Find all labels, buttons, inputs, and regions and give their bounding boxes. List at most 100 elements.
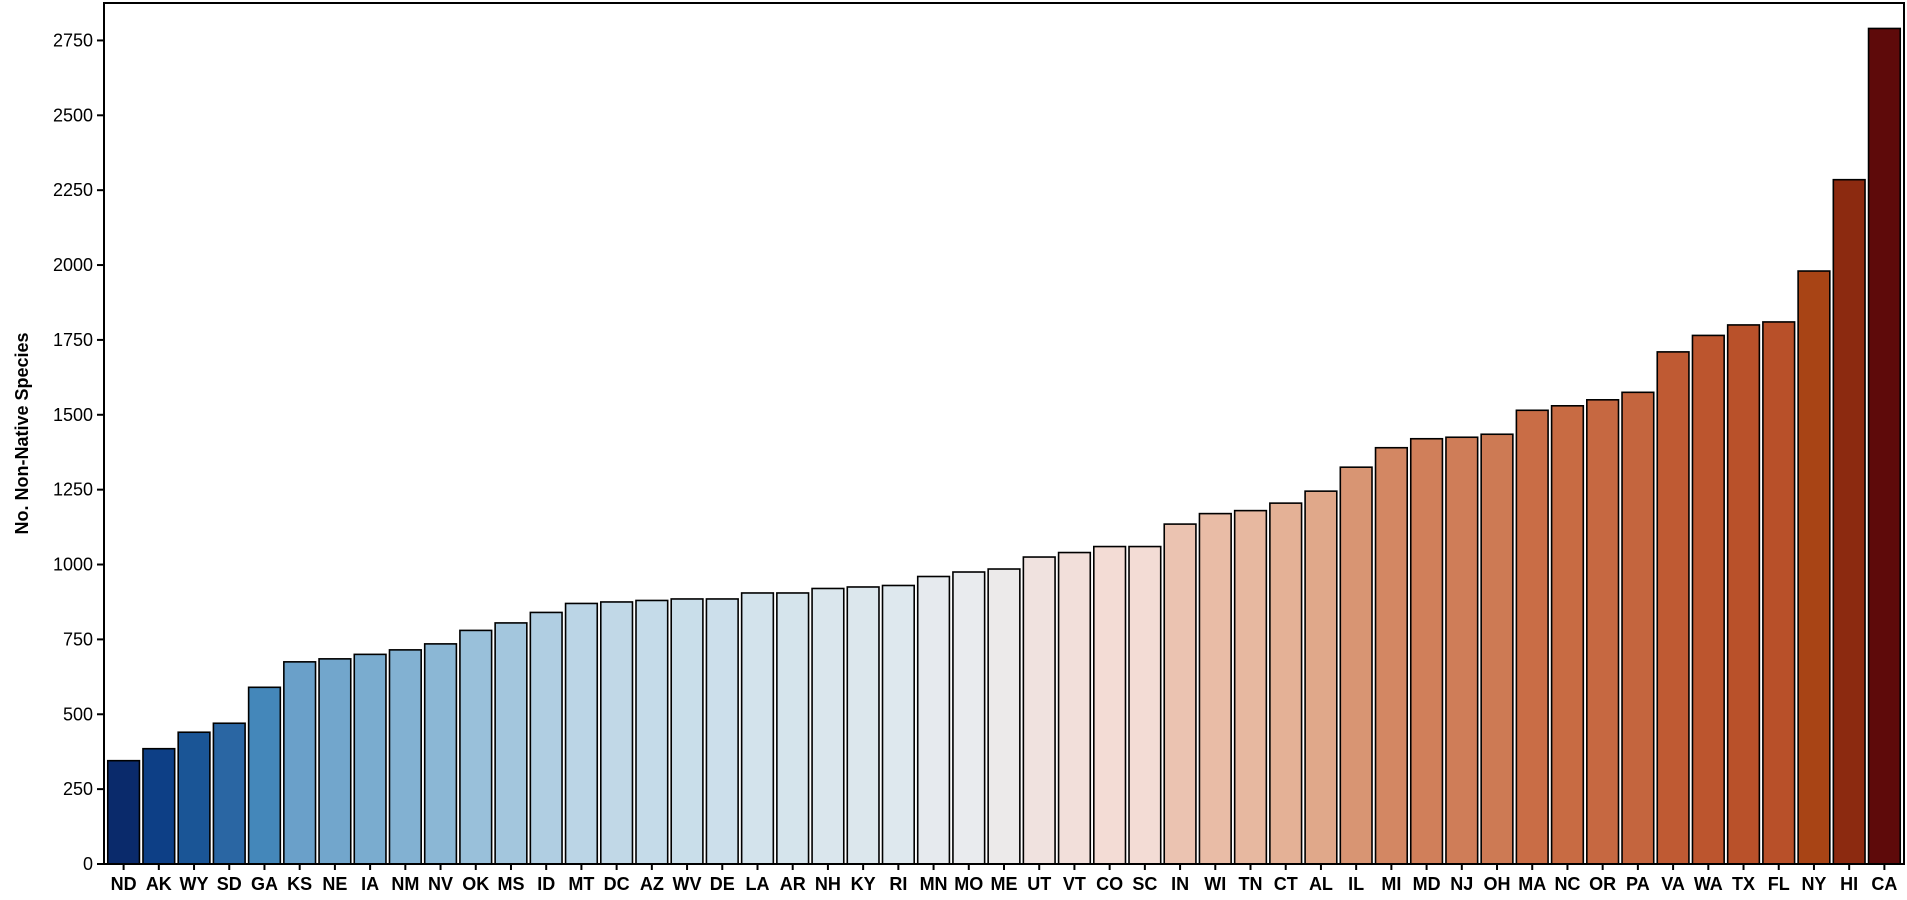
bar-az (635, 599, 669, 865)
x-tick-label: OH (1484, 874, 1511, 894)
bar-in (1163, 523, 1197, 865)
bar-ks (283, 661, 317, 865)
bar-wy (177, 731, 211, 865)
bar-me (987, 568, 1021, 865)
x-tick-label: TN (1239, 874, 1263, 894)
x-tick-label: NV (428, 874, 453, 894)
x-tick-label: CA (1871, 874, 1897, 894)
bar-de (705, 598, 739, 865)
bar-ri (881, 584, 915, 865)
bar-dc (599, 601, 634, 865)
bar-al (1304, 490, 1338, 865)
x-tick-label: CO (1096, 874, 1123, 894)
x-tick-label: HI (1840, 874, 1858, 894)
x-tick-label: NH (815, 874, 841, 894)
bar-nj (1445, 436, 1479, 865)
x-tick-label: CT (1274, 874, 1298, 894)
x-tick-label: AK (146, 874, 172, 894)
bar-fl (1762, 321, 1796, 865)
bar-tn (1233, 509, 1268, 865)
bar-co (1093, 545, 1127, 865)
bar-ak (142, 747, 176, 865)
x-tick-label: LA (745, 874, 769, 894)
x-tick-label: KY (851, 874, 876, 894)
bar-mo (952, 571, 986, 865)
bar-mn (916, 575, 951, 865)
bar-ne (318, 658, 352, 865)
y-tick-label: 750 (63, 629, 93, 649)
bar-vt (1057, 551, 1092, 865)
x-tick-label: VA (1661, 874, 1685, 894)
x-tick-label: KS (287, 874, 312, 894)
bar-tx (1726, 324, 1761, 865)
x-tick-label: NC (1554, 874, 1580, 894)
y-tick-label: 1000 (53, 555, 93, 575)
x-tick-label: MI (1381, 874, 1401, 894)
x-tick-label: VT (1063, 874, 1086, 894)
x-tick-label: MT (568, 874, 594, 894)
y-tick-label: 1250 (53, 480, 93, 500)
bar-ut (1022, 556, 1056, 865)
bar-id (529, 611, 563, 865)
x-tick-label: MS (497, 874, 524, 894)
bar-ga (247, 686, 282, 865)
x-tick-label: ND (111, 874, 137, 894)
x-tick-label: WY (180, 874, 209, 894)
y-axis-title: No. Non-Native Species (12, 332, 32, 534)
bar-or (1586, 399, 1620, 865)
x-tick-label: GA (251, 874, 278, 894)
bar-ca (1867, 27, 1902, 865)
x-axis: ND AK WY SD GA KS NE IA NM NV OK MS ID MT DC AZ WV DE LA AR… (111, 864, 1897, 894)
bar-wi (1198, 512, 1232, 865)
bar-mt (564, 602, 599, 865)
x-tick-label: DC (604, 874, 630, 894)
y-tick-label: 500 (63, 704, 93, 724)
y-tick-label: 2250 (53, 180, 93, 200)
bar-mi (1374, 446, 1409, 865)
x-tick-label: NY (1801, 874, 1826, 894)
y-tick-label: 250 (63, 779, 93, 799)
bar-md (1409, 437, 1444, 865)
x-tick-label: SC (1132, 874, 1157, 894)
bar-wa (1691, 334, 1725, 865)
x-tick-label: NJ (1450, 874, 1473, 894)
y-tick-label: 1750 (53, 330, 93, 350)
bar-sc (1128, 545, 1162, 865)
y-axis: 0 250 500 750 1000 1250 1500 1750 2000 2250 2500 27… (53, 30, 104, 874)
bar-nv (423, 643, 458, 865)
bar-nh (811, 587, 845, 865)
x-tick-label: WA (1694, 874, 1723, 894)
x-tick-label: RI (889, 874, 907, 894)
bar-ms (494, 622, 528, 865)
x-tick-label: AR (780, 874, 806, 894)
bar-ar (776, 592, 810, 865)
bar-va (1656, 351, 1690, 865)
x-tick-label: WI (1204, 874, 1226, 894)
y-tick-label: 2500 (53, 105, 93, 125)
x-tick-label: OK (462, 874, 489, 894)
x-tick-label: OR (1589, 874, 1616, 894)
x-tick-label: UT (1027, 874, 1051, 894)
bar-ky (846, 586, 880, 865)
bar-ia (353, 653, 387, 865)
bar-nc (1550, 404, 1585, 865)
x-tick-label: IL (1348, 874, 1364, 894)
x-tick-label: ME (991, 874, 1018, 894)
x-tick-label: ID (537, 874, 555, 894)
x-tick-label: MA (1518, 874, 1546, 894)
bar-il (1339, 466, 1373, 865)
y-tick-label: 2000 (53, 255, 93, 275)
x-tick-label: WV (673, 874, 702, 894)
x-tick-label: SD (217, 874, 242, 894)
x-tick-label: AL (1309, 874, 1333, 894)
x-tick-label: MO (954, 874, 983, 894)
bar-wv (670, 598, 704, 865)
bar-pa (1621, 391, 1655, 865)
x-tick-label: IA (361, 874, 379, 894)
x-tick-label: AZ (640, 874, 664, 894)
plot-border (103, 2, 1905, 865)
y-tick-label: 0 (83, 854, 93, 874)
y-tick-label: 2750 (53, 30, 93, 50)
bar-sd (212, 722, 246, 865)
x-tick-label: MD (1413, 874, 1441, 894)
